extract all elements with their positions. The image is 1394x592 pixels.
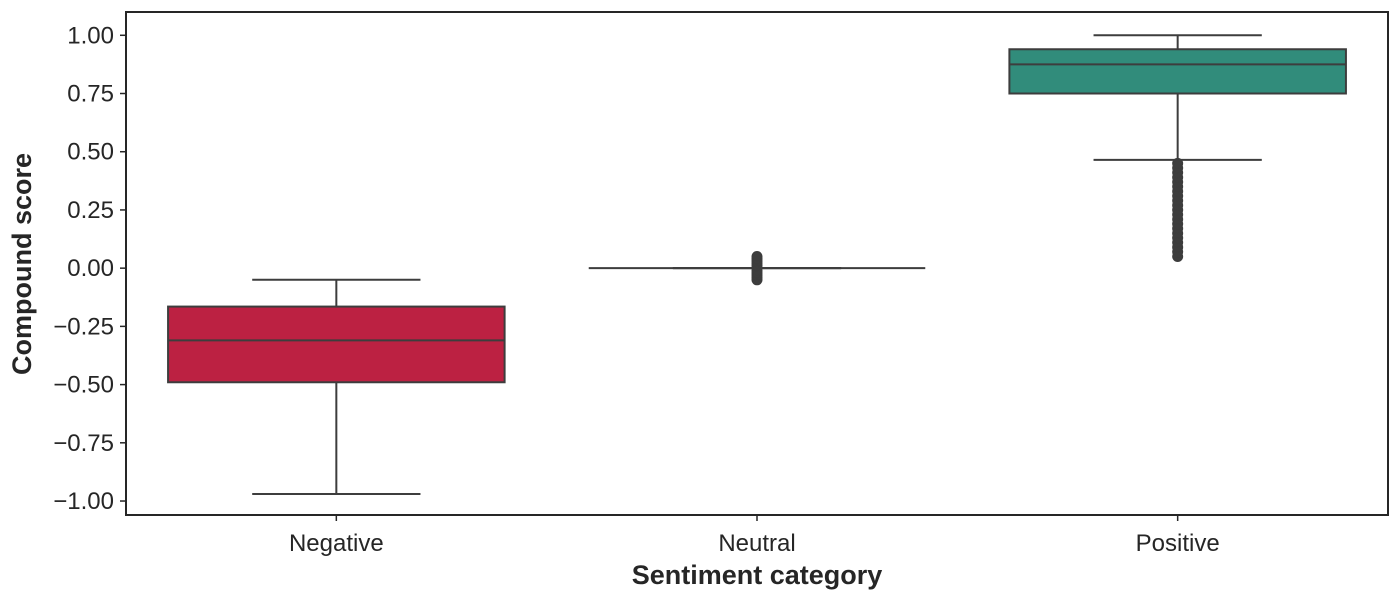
iqr-box xyxy=(1008,48,1347,95)
y-tick-label: 0.50 xyxy=(67,139,114,166)
iqr-box xyxy=(167,305,506,384)
y-tick-label: −0.25 xyxy=(53,313,114,340)
y-tick-label: −1.00 xyxy=(53,488,114,515)
x-axis-ticks: Negative Neutral Positive xyxy=(289,515,1220,557)
y-axis-ticks: −1.00 −0.75 −0.50 −0.25 0.00 0.25 0.50 0.75 1.00 xyxy=(53,22,126,515)
y-tick-label: 0.75 xyxy=(67,81,114,108)
outlier-point xyxy=(751,251,763,263)
outlier-point xyxy=(1172,157,1184,169)
y-tick-label: 1.00 xyxy=(67,22,114,49)
box-group-neutral xyxy=(588,251,926,286)
y-tick-label: −0.75 xyxy=(53,430,114,457)
x-tick-label: Positive xyxy=(1136,530,1220,557)
x-tick-label: Negative xyxy=(289,530,384,557)
y-tick-label: −0.50 xyxy=(53,372,114,399)
box-group-negative xyxy=(167,278,506,496)
x-axis-title: Sentiment category xyxy=(632,560,883,590)
plot-area xyxy=(167,34,1347,496)
y-tick-label: 0.00 xyxy=(67,255,114,282)
y-axis-title: Compound score xyxy=(7,153,37,375)
x-tick-label: Neutral xyxy=(718,530,795,557)
box-group-positive xyxy=(1008,34,1347,263)
y-tick-label: 0.25 xyxy=(67,197,114,224)
